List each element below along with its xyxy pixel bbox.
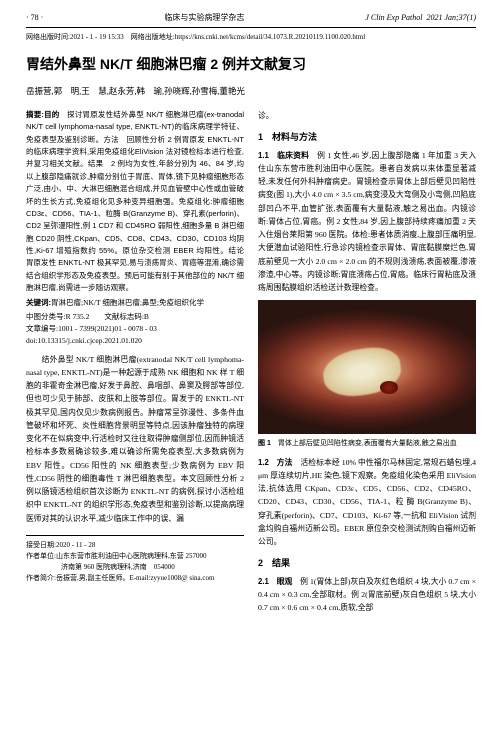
author-footer: 接受日期:2020 - 11 - 28 作者单位:山东东营市胜利油田中心医院病理… [26,535,244,585]
sec-1-1-heading: 1.1 临床资料 [258,151,309,160]
section-1-1: 1.1 临床资料 例 1 女性,46 岁,因上腹部隐痛 1 年加重 3 天入住山… [258,149,476,295]
journal-title-en: J Clin Exp Pathol [365,13,422,22]
journal-title-cn: 临床与实验病理学杂志 [164,12,244,25]
sec-1-1-text: 例 1 女性,46 岁,因上腹部隐痛 1 年加重 3 天入住山东东营市胜利油田中… [258,151,476,293]
section-2-1: 2.1 眼观 例 1(胃体上部)灰白及灰红色组织 4 块,大小 0.7 cm ×… [258,575,476,615]
article-id-line: 文章编号:1001 - 7399(2021)01 - 0078 - 03 [26,323,244,335]
section-1-2: 1.2 方法 活检标本经 10% 中性福尔马林固定,常规石蜡包埋,4 μm 厚连… [258,456,476,549]
keywords-text: 胃淋巴瘤;NK/T 细胞淋巴瘤;鼻型;免疫组织化学 [51,298,204,307]
abstract-body: 探讨胃原发性结外鼻型 NK/T 细胞淋巴瘤(ex-tranodal NK/T c… [26,110,252,292]
figure-1: 图 1 胃体上部后壁见凹陷性病变,表面覆有大量黏液,触之易出血 [258,300,476,449]
clc-line: 中图分类号:R 735.2 文献标志码:B [26,311,244,323]
figure-1-caption: 图 1 胃体上部后壁见凹陷性病变,表面覆有大量黏液,触之易出血 [258,438,476,449]
author-list: 岳振营,郭 明,王 慧,赵永芳,韩 瑜,孙晓辉,孙雪梅,董艳光 [26,85,476,99]
abstract-label: 摘要:目的 [26,110,59,119]
issue-info: 2021 Jan;37(1) [426,13,476,22]
section-1-heading: 1 材料与方法 [258,130,476,144]
sec-1-2-text: 活检标本经 10% 中性福尔马林固定,常规石蜡包埋,4 μm 厚连续切片,HE … [258,458,476,547]
continuation-text: 诊。 [258,109,476,122]
sec-2-1-heading: 2.1 眼观 [258,577,292,586]
online-publish-info: 网络出版时间:2021 - 1 - 19 15:33 网络出版地址:https:… [26,32,476,43]
page-header: · 78 · 临床与实验病理学杂志 J Clin Exp Pathol 2021… [26,12,476,28]
article-title: 胃结外鼻型 NK/T 细胞淋巴瘤 2 例并文献复习 [26,53,476,75]
sec-1-2-heading: 1.2 方法 [258,458,293,467]
received-date: 接受日期:2020 - 11 - 28 [26,540,244,551]
page-number: · 78 · [26,12,43,25]
keywords-label: 关键词: [26,298,51,307]
corresponding-author: 作者简介:岳振营,男,副主任医师。E-mail:zyyue1008@ sina.… [26,573,244,584]
figure-1-image [258,300,476,434]
body-paragraph-intro: 结外鼻型 NK/T 细胞淋巴瘤(extranodal NK/T cell lym… [26,353,244,525]
doi-line: doi:10.13315/j.cnki.cjcep.2021.01.020 [26,335,244,347]
affiliation-2: 济南第 960 医院病理科,济南 054000 [26,562,244,573]
figure-1-caption-text: 胃体上部后壁见凹陷性病变,表面覆有大量黏液,触之易出血 [271,440,457,447]
figure-1-label: 图 1 [258,440,271,447]
section-2-heading: 2 结果 [258,556,476,570]
affiliation-1: 作者单位:山东东营市胜利油田中心医院病理科,东营 257000 [26,551,244,562]
keywords-line: 关键词:胃淋巴瘤;NK/T 细胞淋巴瘤;鼻型;免疫组织化学 [26,297,244,309]
abstract-block: 摘要:目的 探讨胃原发性结外鼻型 NK/T 细胞淋巴瘤(ex-tranodal … [26,109,244,295]
